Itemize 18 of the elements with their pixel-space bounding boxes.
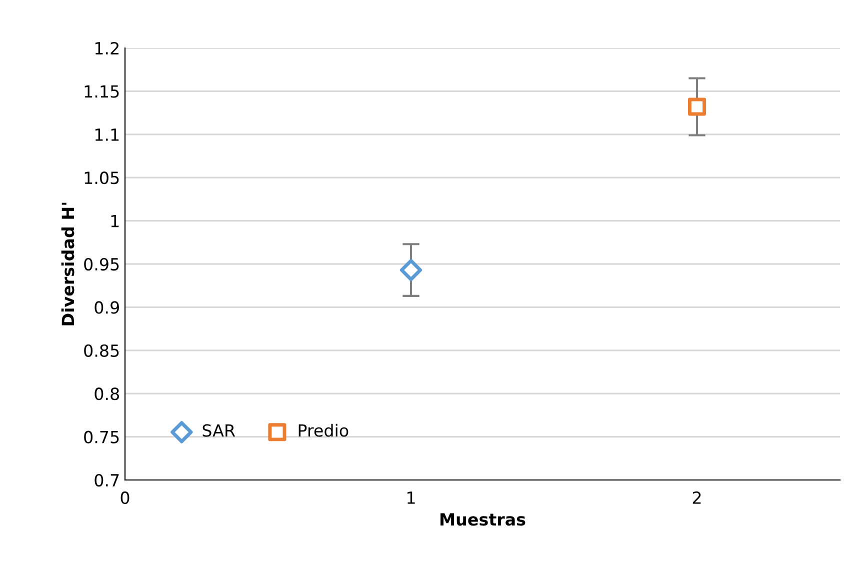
y-tick-label: 1.1	[95, 128, 119, 141]
y-tick-label: 0.85	[84, 344, 119, 357]
y-tick-label: 1	[111, 214, 119, 228]
y-tick-label: 1.2	[95, 42, 118, 54]
y-tick-label: 1.15	[84, 85, 119, 98]
x-tick-label: 1	[408, 492, 415, 504]
y-tick-label: 1.05	[84, 172, 119, 184]
legend-label: Predio	[298, 424, 348, 437]
y-tick-label: 0.95	[84, 258, 119, 271]
y-tick-label: 0.75	[84, 430, 119, 444]
y-axis-title: Diversidad H'	[61, 202, 74, 326]
x-axis-title: Muestras	[440, 513, 526, 526]
legend-label: SAR	[202, 424, 236, 437]
y-tick-label: 0.7	[94, 474, 119, 487]
y-tick-label: 0.8	[94, 388, 119, 400]
x-tick-label: 0	[120, 491, 130, 504]
x-tick-label: 2	[692, 491, 701, 504]
y-tick-label: 0.9	[94, 301, 119, 314]
